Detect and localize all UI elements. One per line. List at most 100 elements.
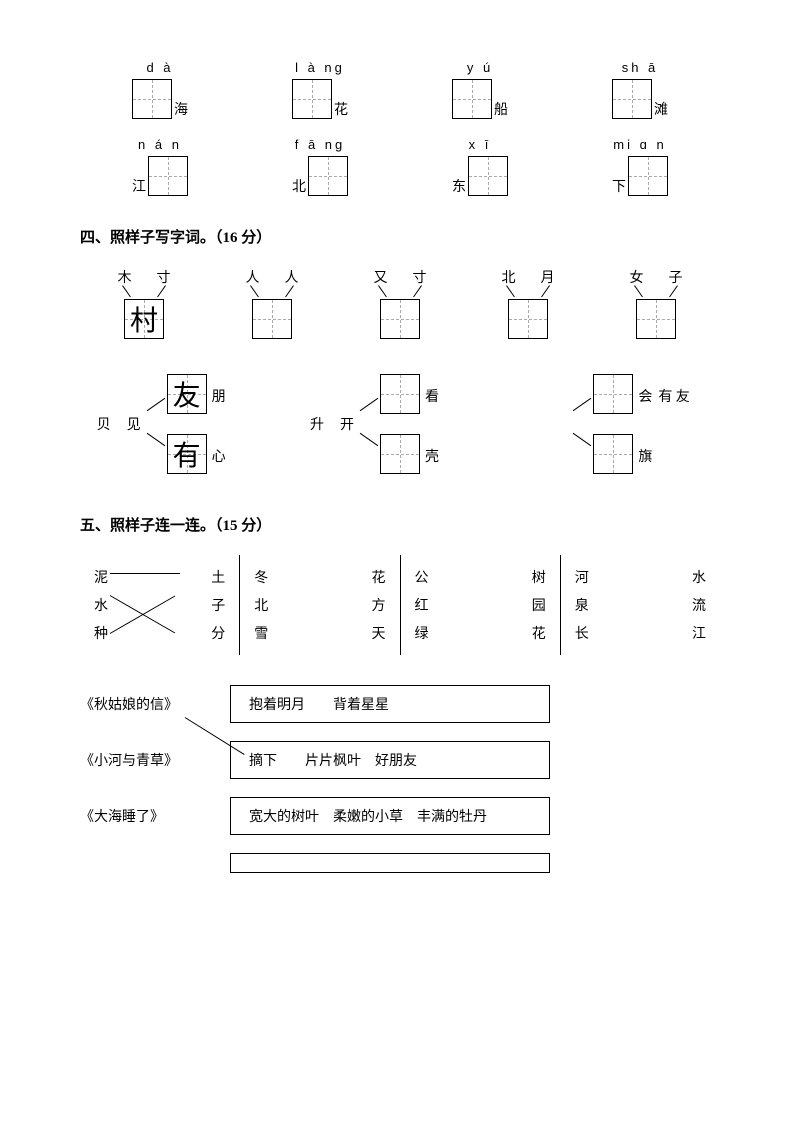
sg-char: 旗 (638, 446, 652, 466)
pinyin-text: n á n (138, 137, 182, 152)
sg-char: 升 (310, 414, 324, 434)
combine-item: 木寸 村 (89, 267, 199, 339)
tian-box[interactable] (628, 156, 668, 196)
match-pair[interactable]: 绿花 (415, 623, 546, 643)
match-col: 泥土 水 子 种分 (80, 555, 240, 655)
tm-box: 宽大的树叶 柔嫩的小草 丰满的牡丹 (230, 797, 550, 835)
match-pair[interactable]: 泉流 (575, 595, 706, 615)
match-right: 花 (532, 623, 546, 643)
match-col: 公树 红园 绿花 (401, 555, 561, 655)
sg-char: 朋 (212, 386, 226, 406)
box-char-wrap: 江 (132, 156, 188, 196)
box-char-wrap: 花 (292, 79, 348, 119)
tian-box[interactable] (308, 156, 348, 196)
v-arrow-icon (124, 289, 164, 299)
box-char-wrap: 北 (292, 156, 348, 196)
tian-box[interactable] (132, 79, 172, 119)
box-char: 友 (173, 374, 201, 414)
split-box[interactable] (593, 374, 633, 414)
side-char: 滩 (654, 99, 668, 119)
match-right: 方 (372, 595, 386, 615)
box-char-wrap: 船 (452, 79, 508, 119)
result-box[interactable] (380, 299, 420, 339)
tian-box[interactable] (148, 156, 188, 196)
match-pair[interactable]: 北方 (254, 595, 385, 615)
pinyin-item: l à ng 花 (260, 60, 380, 119)
split-box[interactable] (593, 434, 633, 474)
match-right: 子 (211, 595, 225, 615)
match-left: 泉 (575, 595, 589, 615)
match-pair[interactable]: 红园 (415, 595, 546, 615)
tm-title: 《小河与青草》 (80, 750, 200, 770)
box-char-wrap: 下 (612, 156, 668, 196)
match-left: 水 (94, 595, 108, 615)
sg-char: 看 (425, 386, 439, 406)
part: 人 (246, 267, 260, 287)
match-right: 树 (532, 567, 546, 587)
pinyin-text: d à (146, 60, 173, 75)
match-pair[interactable]: 雪天 (254, 623, 385, 643)
tm-box: 摘下 片片枫叶 好朋友 (230, 741, 550, 779)
pinyin-item: y ú 船 (420, 60, 540, 119)
match-right: 园 (532, 595, 546, 615)
sg-char: 心 (212, 446, 226, 466)
box-char-wrap: 海 (132, 79, 188, 119)
example-line (110, 573, 180, 574)
combine-item: 又寸 (345, 267, 455, 339)
match-col: 冬花 北方 雪天 (240, 555, 400, 655)
tm-title: 《大海睡了》 (80, 806, 200, 826)
pinyin-item: f ā ng 北 (260, 137, 380, 196)
tm-row[interactable]: 《大海睡了》 宽大的树叶 柔嫩的小草 丰满的牡丹 (80, 797, 720, 835)
match-pair[interactable]: 冬花 (254, 567, 385, 587)
split-box[interactable]: 有 (167, 434, 207, 474)
pinyin-text: l à ng (295, 60, 345, 75)
result-box[interactable] (252, 299, 292, 339)
match-left: 公 (415, 567, 429, 587)
part: 寸 (157, 267, 171, 287)
text-match-section: 《秋姑娘的信》 抱着明月 背着星星 《小河与青草》 摘下 片片枫叶 好朋友 《大… (80, 685, 720, 873)
tm-row[interactable] (80, 853, 720, 873)
match-pair[interactable]: 长江 (575, 623, 706, 643)
tian-box[interactable] (468, 156, 508, 196)
section-4-heading: 四、照样子写字词。（16 分） (80, 226, 720, 247)
tian-box[interactable] (292, 79, 332, 119)
pinyin-text: x ī (469, 137, 492, 152)
combine-parts: 木寸 (118, 267, 171, 287)
result-box[interactable]: 村 (124, 299, 164, 339)
pinyin-item: d à 海 (100, 60, 220, 119)
match-left: 北 (254, 595, 268, 615)
combine-parts: 女子 (630, 267, 683, 287)
part: 子 (669, 267, 683, 287)
combine-parts: 北月 (502, 267, 555, 287)
match-right: 天 (372, 623, 386, 643)
match-left: 泥 (94, 567, 108, 587)
connector-line (573, 398, 592, 411)
result-box[interactable] (636, 299, 676, 339)
match-pair[interactable]: 泥土 (94, 567, 225, 587)
match-pair[interactable]: 河水 (575, 567, 706, 587)
tm-row[interactable]: 《小河与青草》 摘下 片片枫叶 好朋友 (80, 741, 720, 779)
split-row: 贝 见 友 朋 有 心 升 开 看 壳 会 有 友 旗 (80, 364, 720, 484)
side-char: 海 (174, 99, 188, 119)
v-arrow-icon (380, 289, 420, 299)
box-char: 有 (173, 434, 201, 474)
tm-row[interactable]: 《秋姑娘的信》 抱着明月 背着星星 (80, 685, 720, 723)
pinyin-item: mi ɑ n 下 (580, 137, 700, 196)
sg-char: 会 (638, 386, 652, 406)
result-box[interactable] (508, 299, 548, 339)
split-box[interactable] (380, 434, 420, 474)
part: 人 (285, 267, 299, 287)
tian-box[interactable] (452, 79, 492, 119)
pinyin-text: f ā ng (295, 137, 346, 152)
match-pair[interactable]: 种分 (94, 623, 225, 643)
part: 月 (541, 267, 555, 287)
part: 北 (502, 267, 516, 287)
split-box[interactable] (380, 374, 420, 414)
sg-char: 见 (127, 414, 141, 434)
tian-box[interactable] (612, 79, 652, 119)
tm-box (230, 853, 550, 873)
v-arrow-icon (252, 289, 292, 299)
split-box[interactable]: 友 (167, 374, 207, 414)
match-pair[interactable]: 公树 (415, 567, 546, 587)
match-right: 流 (692, 595, 706, 615)
